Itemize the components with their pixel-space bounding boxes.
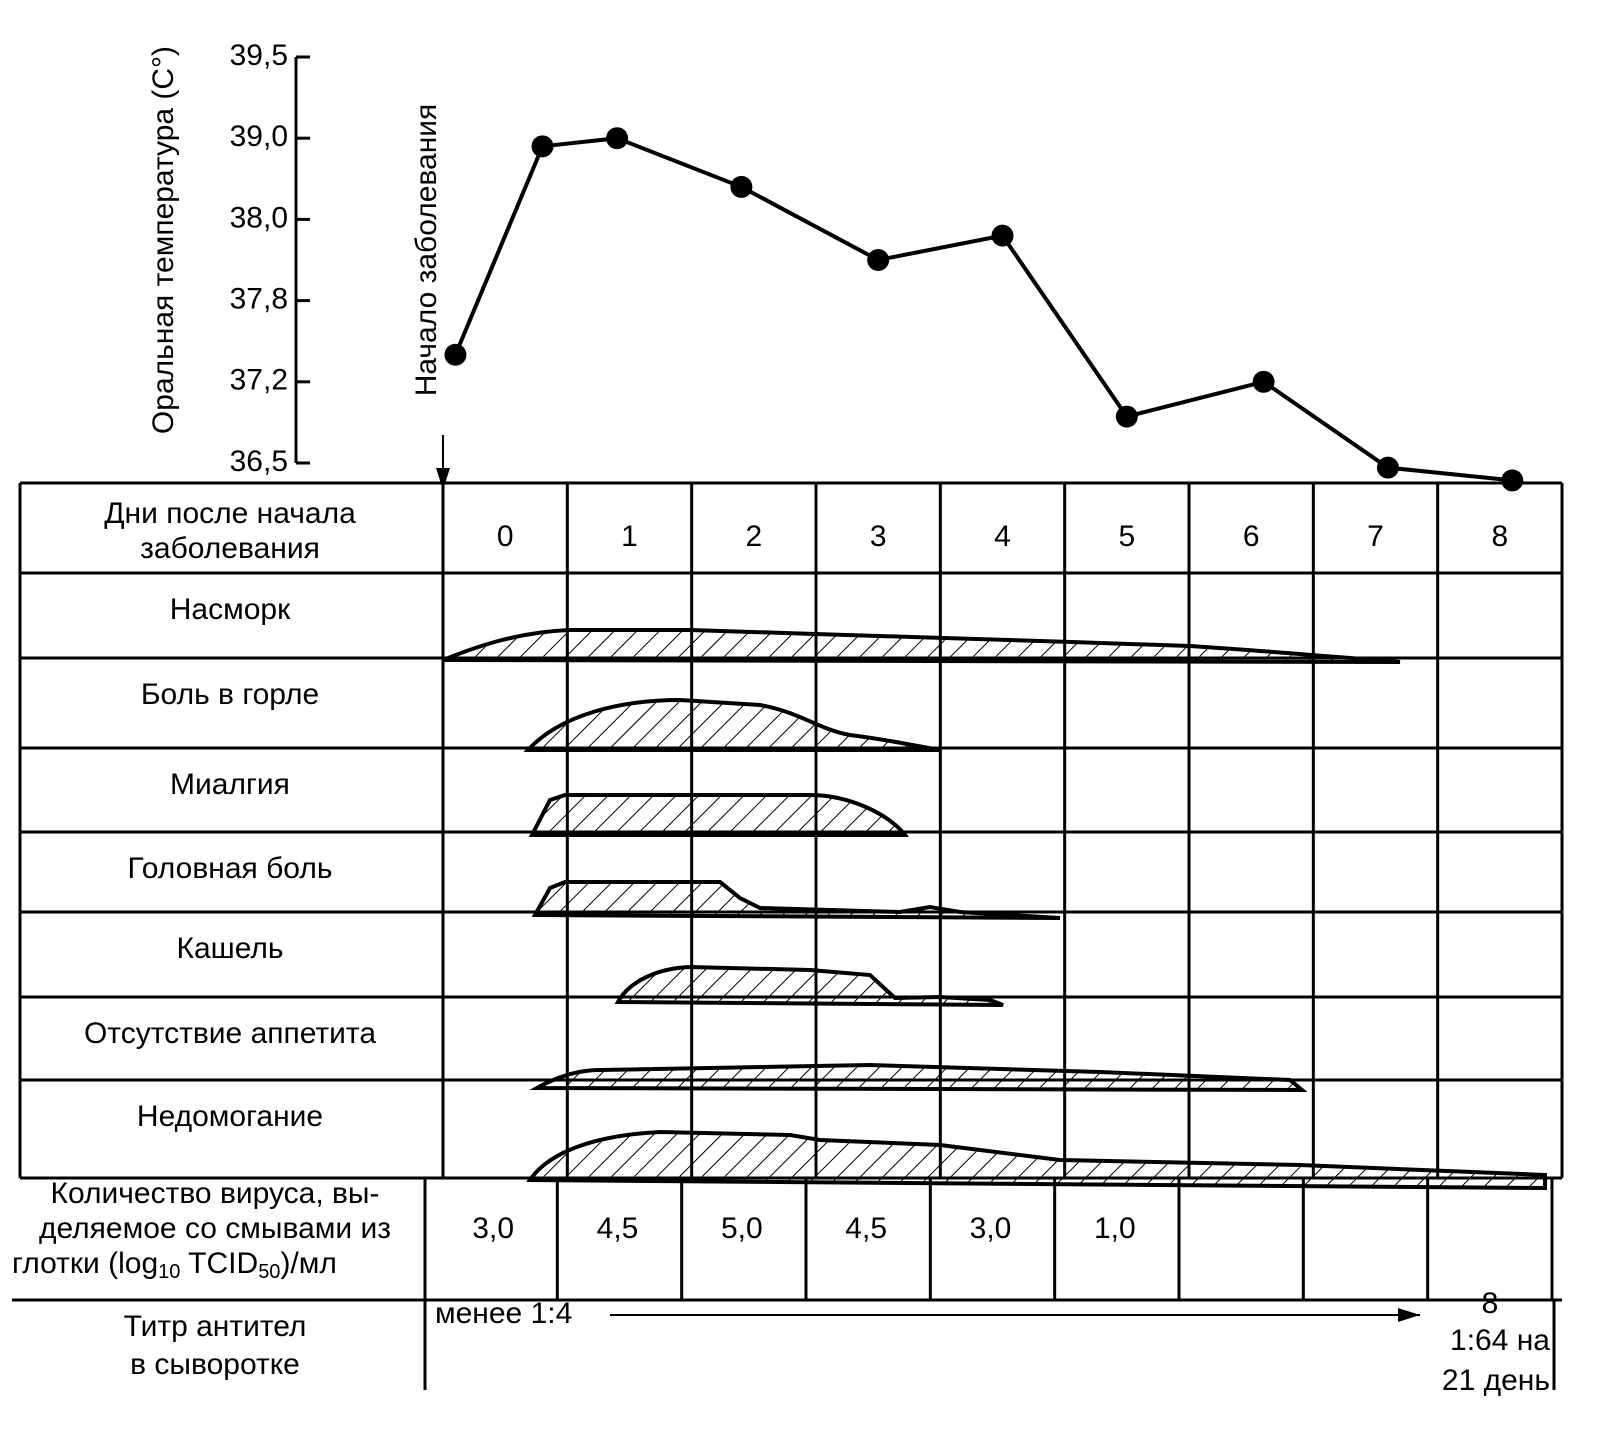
temperature-point bbox=[1115, 405, 1138, 428]
symptom-shape bbox=[531, 880, 1061, 920]
day-label: 8 bbox=[1491, 520, 1508, 553]
day-label: 6 bbox=[1243, 520, 1260, 553]
titer-label: Титр антител bbox=[124, 1310, 307, 1343]
titer-arrowhead bbox=[1398, 1308, 1420, 1322]
symptom-shape bbox=[614, 964, 1004, 1007]
virus-label-sub: 50 bbox=[258, 1261, 280, 1283]
day-label: 1 bbox=[621, 520, 638, 553]
virus-value: 3,0 bbox=[472, 1212, 514, 1245]
symptom-label: Насморк bbox=[170, 593, 291, 626]
symptom-label: Боль в горле bbox=[141, 678, 319, 711]
virus-label: глотки (log10 TCID50)/мл bbox=[12, 1247, 337, 1283]
annotation-arrowhead bbox=[436, 468, 450, 490]
virus-value: 4,5 bbox=[597, 1212, 639, 1245]
titer-end: 21 день bbox=[1442, 1364, 1550, 1397]
temperature-line bbox=[453, 136, 1513, 483]
virus-value: 3,0 bbox=[970, 1212, 1012, 1245]
virus-value: 4,5 bbox=[845, 1212, 887, 1245]
y-tick-label: 38,0 bbox=[230, 201, 288, 234]
virus-label-part: TCID bbox=[180, 1247, 258, 1280]
symptom-shape bbox=[529, 1062, 1308, 1093]
day-label: 5 bbox=[1118, 520, 1135, 553]
temperature-point bbox=[1252, 370, 1275, 393]
day-label: 4 bbox=[994, 520, 1011, 553]
titer-start: менее 1:4 bbox=[435, 1297, 572, 1330]
symptom-label: Кашель bbox=[176, 932, 283, 965]
symptom-label: Миалгия bbox=[170, 768, 290, 801]
day-label: 7 bbox=[1367, 520, 1384, 553]
header-label: заболевания bbox=[140, 532, 320, 565]
virus-value: 1,0 bbox=[1094, 1212, 1136, 1245]
temperature-point bbox=[1501, 469, 1524, 492]
day-label: 3 bbox=[870, 520, 887, 553]
symptom-shape bbox=[523, 697, 941, 752]
temperature-point bbox=[730, 175, 753, 198]
symptom-label: Недомогание bbox=[137, 1100, 323, 1133]
symptom-shapes bbox=[442, 628, 1547, 1191]
temperature-point bbox=[1376, 456, 1399, 479]
symptom-shape bbox=[526, 1129, 1547, 1191]
day-label: 2 bbox=[745, 520, 762, 553]
y-tick-label: 37,8 bbox=[230, 283, 288, 316]
temperature-point bbox=[444, 343, 467, 366]
day-label: 0 bbox=[497, 520, 514, 553]
symptom-label: Отсутствие аппетита bbox=[84, 1017, 376, 1050]
y-tick-label: 36,5 bbox=[230, 445, 288, 478]
y-axis-label: Оральная температура (С°) bbox=[147, 46, 180, 434]
titer-end: 1:64 на bbox=[1450, 1324, 1550, 1357]
symptom-shape bbox=[528, 793, 910, 837]
virus-label: Количество вируса, вы- bbox=[51, 1177, 380, 1210]
header-label: Дни после начала bbox=[104, 497, 356, 530]
titer-end-day: 8 bbox=[1482, 1287, 1499, 1320]
temperature-point bbox=[867, 249, 890, 271]
virus-label-part: глотки (log bbox=[12, 1247, 158, 1280]
virus-value: 5,0 bbox=[721, 1212, 763, 1245]
y-tick-label: 39,0 bbox=[230, 120, 288, 153]
temperature-point bbox=[991, 224, 1014, 247]
temperature-point bbox=[531, 135, 554, 158]
y-tick-label: 37,2 bbox=[230, 364, 288, 397]
virus-label: деляемое со смывами из bbox=[39, 1212, 391, 1245]
titer-label: в сыворотке bbox=[130, 1348, 300, 1381]
virus-label-part: )/мл bbox=[280, 1247, 336, 1280]
annotation: Начало заболевания bbox=[410, 104, 443, 397]
y-tick-label: 39,5 bbox=[230, 39, 288, 72]
temperature-point bbox=[606, 127, 629, 150]
symptom-label: Головная боль bbox=[128, 852, 333, 885]
virus-label-sub: 10 bbox=[158, 1261, 180, 1283]
